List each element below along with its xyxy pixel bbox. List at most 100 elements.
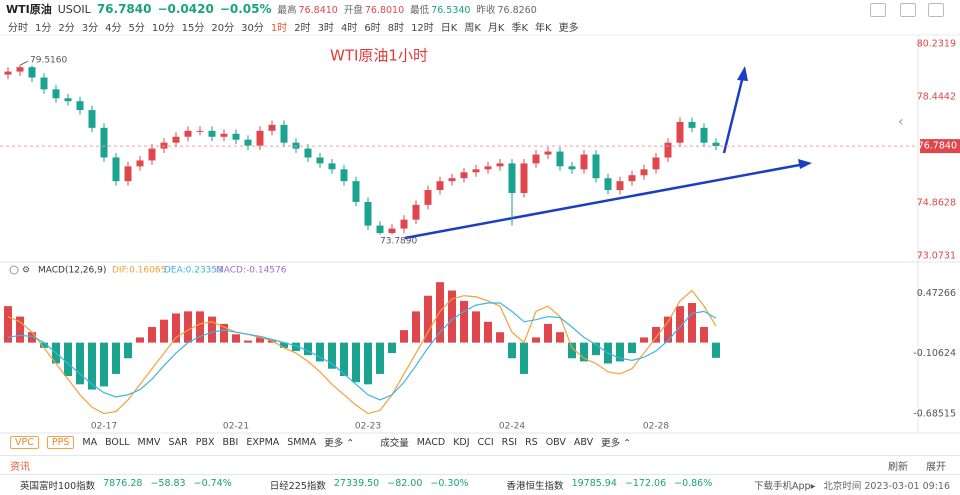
candle-body xyxy=(556,151,564,167)
macd-bar xyxy=(88,342,96,390)
period-tab[interactable]: 8时 xyxy=(387,22,405,34)
indicator-tab[interactable]: MACD xyxy=(416,436,446,448)
candle-body xyxy=(256,130,264,146)
macd-bar xyxy=(640,337,648,343)
candle-body xyxy=(520,163,528,194)
period-tab[interactable]: 季K xyxy=(511,22,529,34)
legend-label: DIF:0.16065 xyxy=(112,266,166,276)
refresh-button[interactable]: 刷新 xyxy=(888,461,908,473)
period-tab[interactable]: 30分 xyxy=(241,22,264,34)
tool-icon[interactable] xyxy=(900,3,916,17)
indicator-tab[interactable]: SAR xyxy=(168,436,188,448)
eye-icon[interactable] xyxy=(9,265,19,275)
indicator-tab[interactable]: MA xyxy=(82,436,98,448)
ticker[interactable]: 香港恒生指数 19785.94 −172.06 −0.86% xyxy=(507,478,713,492)
candle-body xyxy=(40,77,48,90)
ticker-change: −82.00 xyxy=(387,478,423,489)
candle-body xyxy=(628,175,636,182)
tool-icon[interactable] xyxy=(928,3,944,17)
indicator-tab[interactable]: PBX xyxy=(195,436,215,448)
period-tab[interactable]: 日K xyxy=(440,22,458,34)
candle-body xyxy=(316,157,324,164)
macd-bar xyxy=(676,306,684,343)
indicator-tab[interactable]: BBI xyxy=(222,436,239,448)
tool-icon[interactable] xyxy=(870,3,886,17)
indicator-tab[interactable]: 成交量 xyxy=(380,438,409,449)
macd-bar xyxy=(112,342,120,374)
period-tab[interactable]: 周K xyxy=(464,22,481,34)
candle-body xyxy=(304,148,312,158)
candle-body xyxy=(388,228,396,233)
indicator-tab[interactable]: RS xyxy=(525,436,538,448)
candle-body xyxy=(208,130,216,137)
indicator-title: MACD(12,26,9) xyxy=(38,266,106,276)
ticker[interactable]: 英国富时100指数 7876.28 −58.83 −0.74% xyxy=(20,478,232,492)
macd-bar xyxy=(40,342,48,348)
stat-value: 76.8010 xyxy=(364,5,405,16)
period-tab[interactable]: 3时 xyxy=(317,22,334,34)
indicator-tab[interactable]: MMV xyxy=(137,436,161,448)
indicator-tab[interactable]: VPC xyxy=(10,435,39,449)
period-tab[interactable]: 15分 xyxy=(181,22,205,34)
app-download[interactable]: 下载手机App▸ xyxy=(754,481,816,492)
indicator-tab[interactable]: SMMA xyxy=(287,436,317,448)
indicator-line xyxy=(7,302,717,401)
candle-body xyxy=(616,181,624,191)
period-tab[interactable]: 月K xyxy=(487,22,505,34)
period-tab[interactable]: 1分 xyxy=(35,22,52,34)
period-tab[interactable]: 1时 xyxy=(270,22,288,34)
period-tab[interactable]: 12时 xyxy=(411,22,434,34)
period-tab[interactable]: 分时 xyxy=(8,22,28,34)
period-tab[interactable]: 更多 xyxy=(558,22,579,34)
ticker-name: 英国富时100指数 xyxy=(20,481,96,492)
stat: 最低 76.5340 xyxy=(410,2,470,16)
period-tab[interactable]: 3分 xyxy=(81,22,99,34)
indicator-tab[interactable]: RSI xyxy=(501,436,518,448)
news-title[interactable]: 资讯 xyxy=(10,461,30,473)
candle-body xyxy=(268,124,276,131)
macd-bar xyxy=(28,332,36,343)
period-tab[interactable]: 10分 xyxy=(151,22,175,34)
indicator-tab[interactable]: OBV xyxy=(545,436,566,448)
macd-bar xyxy=(412,311,420,343)
macd-bar xyxy=(424,295,432,343)
collapse-arrow[interactable]: ‹ xyxy=(898,114,904,130)
ticker[interactable]: 日经225指数 27339.50 −82.00 −0.30% xyxy=(270,478,469,492)
indicator-tab[interactable]: PPS xyxy=(46,435,75,449)
indicator-tab[interactable]: 更多 ⌃ xyxy=(324,438,355,449)
expand-button[interactable]: 展开 xyxy=(926,461,946,473)
candle-body xyxy=(280,124,288,143)
macd-bar xyxy=(328,342,336,369)
ticker-pct: −0.30% xyxy=(430,478,469,489)
indicator-tab[interactable]: BOLL xyxy=(105,436,130,448)
macd-bar xyxy=(4,306,12,343)
period-tab[interactable]: 6时 xyxy=(364,22,381,34)
candle-body xyxy=(172,136,180,143)
candle-body xyxy=(352,181,360,202)
period-tab[interactable]: 5分 xyxy=(128,22,145,34)
macd-bar xyxy=(352,342,360,383)
y-tick-label: 73.0731 xyxy=(917,251,956,262)
macd-bar xyxy=(556,332,564,343)
indicator-tab[interactable]: ABV xyxy=(573,436,594,448)
macd-bar xyxy=(304,342,312,356)
period-tab[interactable]: 年K xyxy=(535,22,552,34)
candle-body xyxy=(244,139,252,146)
period-tab[interactable]: 2分 xyxy=(58,22,75,34)
candle-body xyxy=(64,98,72,102)
period-tab[interactable]: 4时 xyxy=(340,22,358,34)
indicator-tab[interactable]: CCI xyxy=(477,436,494,448)
macd-bar xyxy=(76,342,84,385)
macd-bar xyxy=(292,342,300,351)
period-tab[interactable]: 4分 xyxy=(105,22,122,34)
period-tab[interactable]: 2时 xyxy=(294,22,311,34)
candle-body xyxy=(220,133,228,137)
stat: 开盘 76.8010 xyxy=(344,2,404,16)
info-bar: 资讯 刷新 展开 xyxy=(0,455,960,475)
indicator-tab[interactable]: EXPMA xyxy=(246,436,280,448)
stat: 昨收 76.8260 xyxy=(476,2,536,16)
indicator-tab[interactable]: KDJ xyxy=(453,436,470,448)
indicator-tab[interactable]: 更多 ⌃ xyxy=(601,438,632,449)
settings-icon[interactable]: ⚙ xyxy=(22,266,30,276)
period-tab[interactable]: 20分 xyxy=(211,22,235,34)
